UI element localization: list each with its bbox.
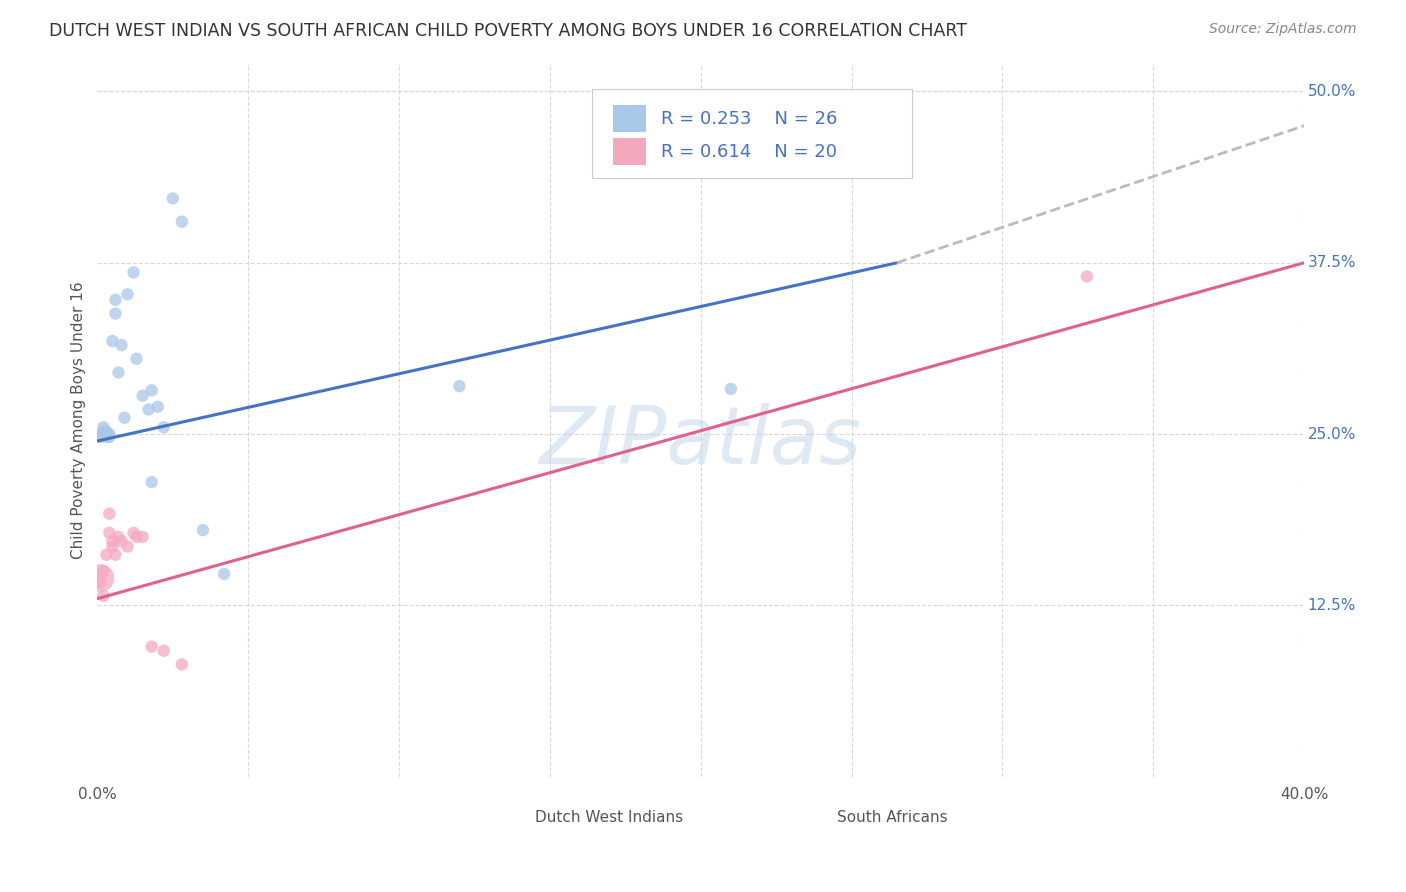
Point <box>114 410 136 425</box>
Point <box>96 425 118 439</box>
Point <box>138 402 160 417</box>
Point <box>720 382 742 396</box>
Point <box>101 534 124 549</box>
Point <box>89 427 111 442</box>
Point <box>110 338 132 352</box>
Point <box>141 384 163 398</box>
Point <box>125 530 148 544</box>
Point <box>191 523 214 537</box>
Point <box>98 507 121 521</box>
Point <box>93 425 115 439</box>
Y-axis label: Child Poverty Among Boys Under 16: Child Poverty Among Boys Under 16 <box>72 282 86 559</box>
Point <box>93 564 115 578</box>
Point <box>131 389 153 403</box>
Point <box>212 566 235 581</box>
Point <box>117 287 139 301</box>
Point <box>104 306 127 320</box>
Text: ZIPatlas: ZIPatlas <box>540 403 862 481</box>
Point <box>1076 269 1098 284</box>
Point <box>122 525 145 540</box>
Text: 37.5%: 37.5% <box>1308 255 1357 270</box>
Bar <box>797 806 827 829</box>
Point <box>122 265 145 279</box>
Text: 12.5%: 12.5% <box>1308 598 1355 613</box>
Point <box>104 293 127 307</box>
Point <box>170 215 193 229</box>
Point <box>101 334 124 348</box>
Point <box>162 191 184 205</box>
Text: 25.0%: 25.0% <box>1308 426 1355 442</box>
Point <box>107 530 129 544</box>
Text: Source: ZipAtlas.com: Source: ZipAtlas.com <box>1209 22 1357 37</box>
FancyBboxPatch shape <box>592 89 912 178</box>
Point <box>110 534 132 549</box>
Point <box>449 379 471 393</box>
Point <box>93 589 115 603</box>
Point <box>98 430 121 444</box>
Text: DUTCH WEST INDIAN VS SOUTH AFRICAN CHILD POVERTY AMONG BOYS UNDER 16 CORRELATION: DUTCH WEST INDIAN VS SOUTH AFRICAN CHILD… <box>49 22 967 40</box>
Text: Dutch West Indians: Dutch West Indians <box>536 810 683 825</box>
Bar <box>613 105 647 133</box>
Point <box>170 657 193 672</box>
Point <box>125 351 148 366</box>
Point <box>89 575 111 590</box>
Point <box>152 644 174 658</box>
Point <box>98 525 121 540</box>
Point <box>96 430 118 444</box>
Text: South Africans: South Africans <box>837 810 948 825</box>
Point <box>107 366 129 380</box>
Point <box>146 400 169 414</box>
Point <box>93 420 115 434</box>
Point <box>104 548 127 562</box>
Point <box>96 548 118 562</box>
Point <box>98 427 121 442</box>
Point <box>89 430 111 444</box>
Point <box>117 540 139 554</box>
Point <box>141 640 163 654</box>
Point <box>131 530 153 544</box>
Point <box>89 571 111 585</box>
Bar <box>613 138 647 165</box>
Text: 50.0%: 50.0% <box>1308 84 1355 99</box>
Point <box>141 475 163 490</box>
Text: R = 0.253    N = 26: R = 0.253 N = 26 <box>661 110 837 128</box>
Point <box>152 420 174 434</box>
Bar <box>495 806 526 829</box>
Point <box>101 540 124 554</box>
Text: R = 0.614    N = 20: R = 0.614 N = 20 <box>661 143 837 161</box>
